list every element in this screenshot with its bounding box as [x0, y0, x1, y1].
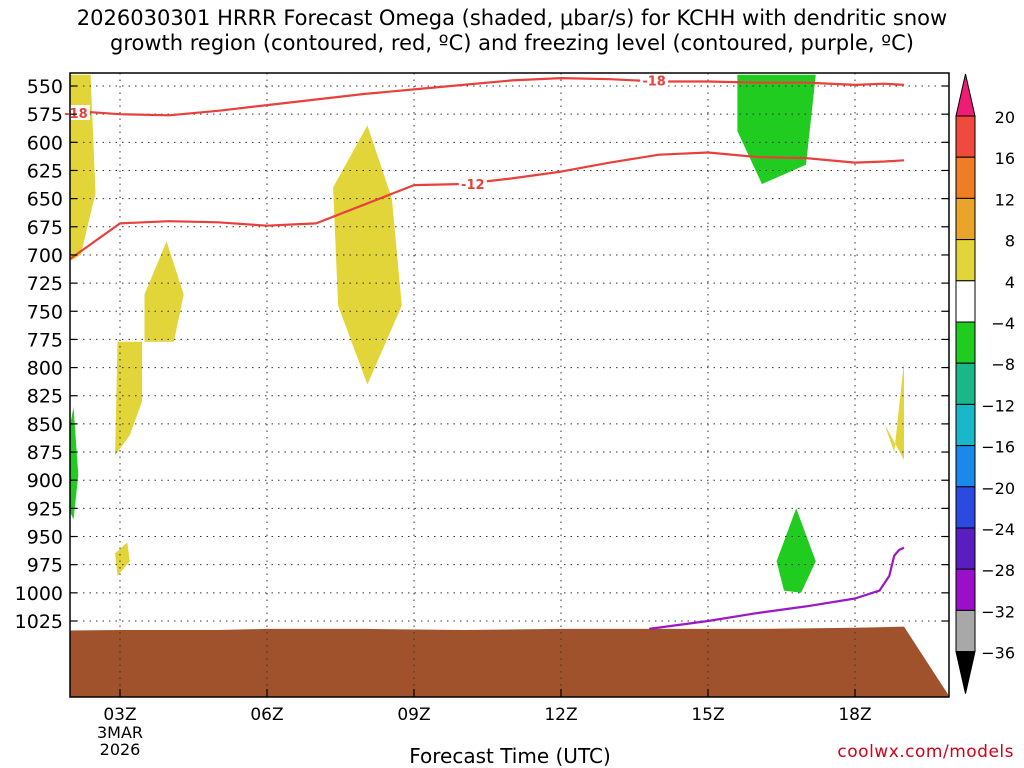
colorbar-label-11: −24: [981, 520, 1015, 539]
y-tick-label-800: 800: [27, 358, 63, 380]
y-tick-label-1000: 1000: [15, 583, 63, 605]
omega-area-1: [70, 74, 96, 261]
y-axis: 550 575 600 625 650 675 700 725 750 775 800 825 850 8…: [15, 76, 949, 633]
x-tick-label-06Z: 06Z: [250, 705, 283, 725]
x-axis-title: Forecast Time (UTC): [409, 744, 611, 768]
y-tick-label-850: 850: [27, 414, 63, 436]
colorbar-label-6: −4: [991, 314, 1015, 333]
colorbar-band-2: [955, 156, 976, 199]
colorbar: 20 16 12 8 4 −4 −8 −12 −16 −20 −24 −28 −32 −36: [955, 73, 1015, 694]
x-tick-label-15Z: 15Z: [691, 705, 724, 725]
y-tick-label-625: 625: [27, 160, 63, 182]
omega-area-6: [884, 361, 904, 460]
colorbar-band-13: [955, 609, 976, 653]
colorbar-label-3: 12: [995, 190, 1015, 209]
x-tick-label-03Z: 03Z: [103, 705, 136, 725]
colorbar-label-1: 20: [995, 108, 1015, 127]
terrain-fill: [70, 626, 949, 697]
colorbar-band-9: [955, 445, 976, 488]
colorbar-band-3: [955, 197, 976, 241]
omega-area-5: [333, 125, 402, 385]
isotherm-label-bg-2: [640, 72, 669, 88]
plot-grid: [70, 73, 949, 697]
x-tick-sublabel-2026: 2026: [100, 740, 141, 759]
plot-frame: [69, 72, 950, 698]
colorbar-label-12: −28: [981, 561, 1015, 580]
colorbar-top-arrow: [955, 73, 976, 117]
isotherm-label-bg-1: [61, 105, 90, 121]
colorbar-band-1: [955, 115, 976, 158]
colorbar-label-2: 16: [995, 149, 1015, 168]
y-tick-label-950: 950: [27, 527, 63, 549]
colorbar-label-5: 4: [1005, 273, 1015, 292]
chart-title-line1: 2026030301 HRRR Forecast Omega (shaded, …: [76, 6, 948, 30]
omega-shading: [70, 74, 904, 593]
y-tick-label-925: 925: [27, 498, 63, 520]
colorbar-label-9: −16: [981, 438, 1015, 457]
colorbar-band-12: [955, 568, 976, 611]
colorbar-band-7: [955, 362, 976, 405]
y-tick-label-750: 750: [27, 301, 63, 323]
y-tick-label-700: 700: [27, 245, 63, 267]
colorbar-label-13: −32: [981, 602, 1015, 621]
colorbar-label-7: −8: [991, 355, 1015, 374]
isotherm-label-3: -12: [461, 178, 485, 193]
y-tick-label-775: 775: [27, 329, 63, 351]
omega-area-9: [776, 508, 816, 593]
omega-area-2: [115, 341, 143, 456]
colorbar-label-14: −36: [981, 644, 1015, 663]
y-tick-label-825: 825: [27, 386, 63, 408]
isotherm-label-2: -18: [642, 74, 666, 89]
isotherm-label-bg-3: [458, 175, 487, 191]
terrain-area: [70, 626, 949, 697]
colorbar-band-6: [955, 321, 976, 364]
omega-area-3: [144, 241, 184, 342]
x-tick-label-09Z: 09Z: [397, 705, 430, 725]
x-tick-label-18Z: 18Z: [838, 705, 871, 725]
colorbar-band-4: [955, 239, 976, 282]
y-tick-label-550: 550: [27, 76, 63, 98]
colorbar-band-8: [955, 403, 976, 447]
colorbar-band-5: [955, 280, 976, 323]
colorbar-label-8: −12: [981, 396, 1015, 415]
y-tick-label-575: 575: [27, 104, 63, 126]
colorbar-bottom-arrow: [955, 651, 976, 694]
y-tick-label-725: 725: [27, 273, 63, 295]
isotherm--18: [70, 76, 905, 117]
y-tick-label-600: 600: [27, 132, 63, 154]
chart-title: 2026030301 HRRR Forecast Omega (shaded, …: [0, 6, 1024, 56]
y-tick-label-975: 975: [27, 555, 63, 577]
isotherm-0: [649, 546, 905, 630]
chart-title-line2: growth region (contoured, red, ºC) and f…: [110, 31, 914, 55]
y-tick-label-675: 675: [27, 217, 63, 239]
colorbar-band-10: [955, 486, 976, 529]
watermark: coolwx.com/models: [837, 742, 1014, 762]
x-tick-sublabel-3MAR: 3MAR: [97, 723, 143, 742]
omega-area-4: [115, 542, 130, 576]
x-tick-label-12Z: 12Z: [544, 705, 577, 725]
y-tick-label-650: 650: [27, 189, 63, 211]
omega-area-7: [737, 74, 816, 184]
y-tick-label-900: 900: [27, 470, 63, 492]
colorbar-band-11: [955, 527, 976, 570]
colorbar-label-4: 8: [1005, 232, 1015, 251]
colorbar-label-10: −20: [981, 479, 1015, 498]
y-tick-label-875: 875: [27, 442, 63, 464]
omega-area-8: [70, 407, 79, 520]
y-tick-label-1025: 1025: [15, 611, 63, 633]
